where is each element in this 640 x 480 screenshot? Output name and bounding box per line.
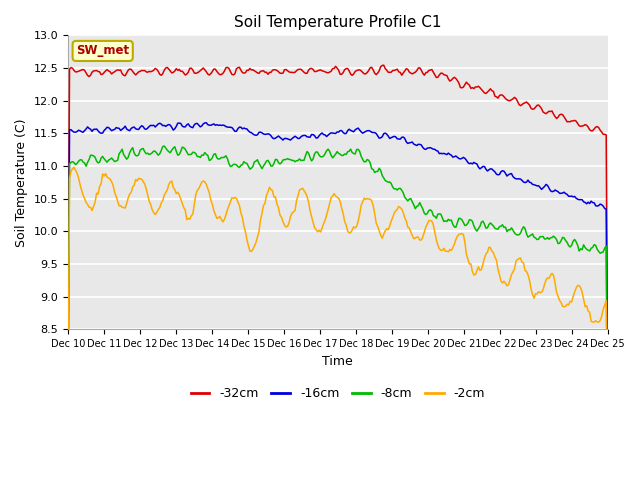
Title: Soil Temperature Profile C1: Soil Temperature Profile C1 (234, 15, 442, 30)
Y-axis label: Soil Temperature (C): Soil Temperature (C) (15, 118, 28, 247)
Text: SW_met: SW_met (76, 45, 129, 58)
X-axis label: Time: Time (323, 355, 353, 368)
Legend: -32cm, -16cm, -8cm, -2cm: -32cm, -16cm, -8cm, -2cm (186, 383, 490, 406)
